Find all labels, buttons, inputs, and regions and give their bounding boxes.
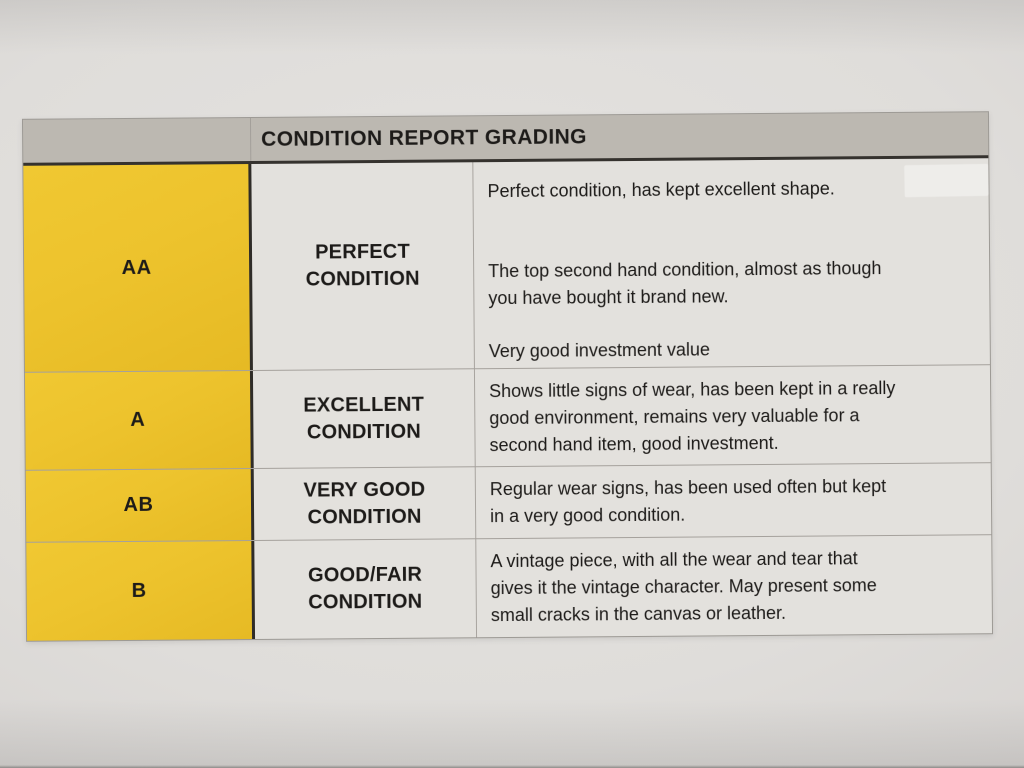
description-cell-b: A vintage piece, with all the wear and t… <box>475 535 993 638</box>
condition-label-b: GOOD/FAIR CONDITION <box>307 563 423 614</box>
table-header-row: CONDITION REPORT GRADING <box>22 112 989 166</box>
table-title: CONDITION REPORT GRADING <box>261 124 587 151</box>
photo-edge <box>0 765 1024 768</box>
table-row-ab: AB VERY GOOD CONDITION Regular wear sign… <box>25 462 992 542</box>
description-cell-aa: Perfect condition, has kept excellent sh… <box>472 158 990 369</box>
description-cell-a: Shows little signs of wear, has been kep… <box>473 365 991 467</box>
description-paragraph: Shows little signs of wear, has been kep… <box>489 377 896 456</box>
table-row-aa: AA PERFECT CONDITION Perfect condition, … <box>23 158 990 372</box>
grade-cell-b: B <box>26 540 256 641</box>
condition-grading-table: CONDITION REPORT GRADING AA PERFECT COND… <box>21 111 994 642</box>
condition-label-ab: VERY GOOD CONDITION <box>303 478 426 529</box>
description-paragraph: A vintage piece, with all the wear and t… <box>490 548 877 626</box>
condition-label-a: EXCELLENT CONDITION <box>303 393 425 444</box>
grade-cell-aa: AA <box>23 164 253 372</box>
grade-cell-ab: AB <box>25 468 255 542</box>
description-cell-ab: Regular wear signs, has been used often … <box>474 463 992 539</box>
condition-label-aa: PERFECT CONDITION <box>305 240 420 291</box>
header-corner-cell <box>22 118 252 163</box>
grade-cell-a: A <box>24 370 254 470</box>
description-paragraph: Very good investment value <box>488 339 711 362</box>
description-paragraph: The top second hand condition, almost as… <box>488 258 882 309</box>
description-paragraph: Regular wear signs, has been used often … <box>489 476 887 527</box>
correction-tape-mark <box>904 163 989 198</box>
table-row-a: A EXCELLENT CONDITION Shows little signs… <box>24 364 991 470</box>
table-row-b: B GOOD/FAIR CONDITION A vintage piece, w… <box>26 534 993 641</box>
